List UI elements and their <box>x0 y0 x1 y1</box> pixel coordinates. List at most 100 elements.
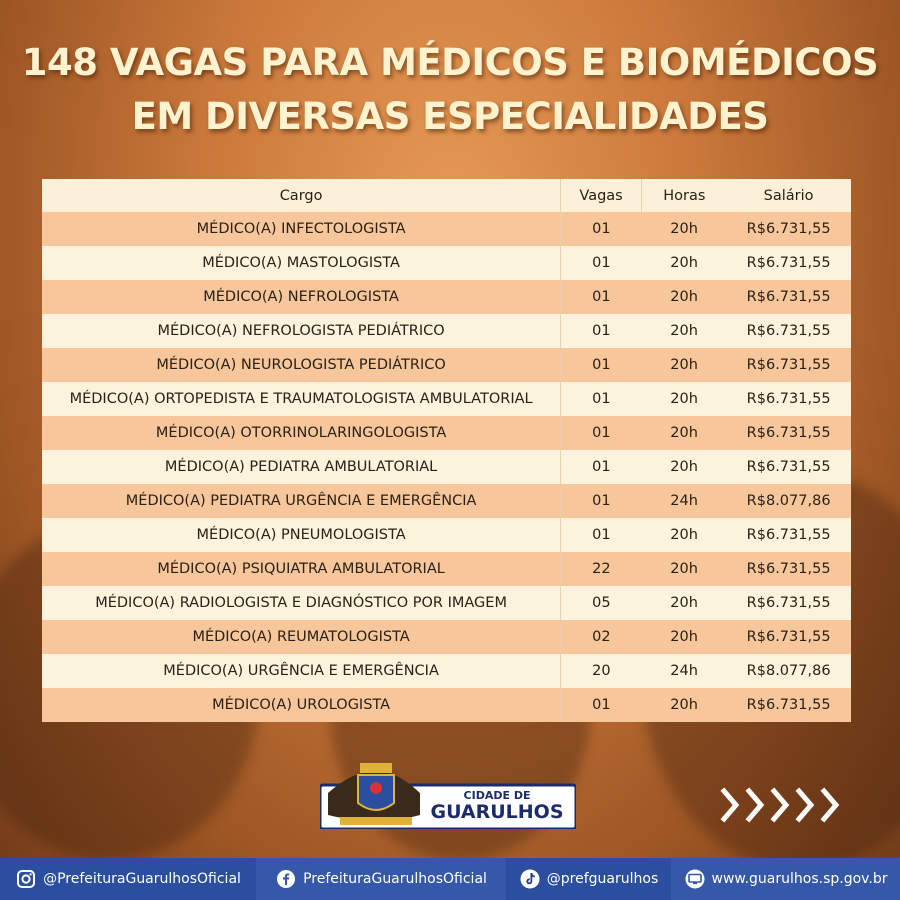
table-row: MÉDICO(A) PEDIATRA AMBULATORIAL 01 20h R$6.… <box>42 450 851 484</box>
cell-cargo: MÉDICO(A) PEDIATRA AMBULATORIAL <box>42 450 562 484</box>
guarulhos-logo: CIDADE DE GUARULHOS <box>318 755 578 831</box>
cell-cargo: MÉDICO(A) MASTOLOGISTA <box>42 246 562 280</box>
table-row: MÉDICO(A) URGÊNCIA E EMERGÊNCIA 20 24h R$8.… <box>42 654 851 688</box>
table-row: MÉDICO(A) PSIQUIATRA AMBULATORIAL 22 20h R$… <box>42 552 851 586</box>
social-footer: @PrefeituraGuarulhosOficial PrefeituraGu… <box>0 858 900 900</box>
table-row: MÉDICO(A) REUMATOLOGISTA 02 20h R$6.731,55 <box>42 620 851 654</box>
cell-cargo: MÉDICO(A) OTORRINOLARINGOLOGISTA <box>42 416 562 450</box>
cell-horas: 20h <box>641 314 727 348</box>
cell-cargo: MÉDICO(A) ORTOPEDISTA E TRAUMATOLOGISTA … <box>42 382 562 416</box>
cell-cargo: MÉDICO(A) PEDIATRA URGÊNCIA E EMERGÊNCIA <box>42 484 562 518</box>
cell-horas: 20h <box>641 382 727 416</box>
table-row: MÉDICO(A) INFECTOLOGISTA 01 20h R$6.731,55 <box>42 212 851 246</box>
header-salario: Salário <box>726 179 851 212</box>
header-horas: Horas <box>641 179 727 212</box>
website-url: www.guarulhos.sp.gov.br <box>711 871 888 887</box>
table-row: MÉDICO(A) PEDIATRA URGÊNCIA E EMERGÊNCIA… <box>42 484 851 518</box>
cell-vagas: 01 <box>560 518 642 552</box>
cell-vagas: 01 <box>560 246 642 280</box>
cell-vagas: 01 <box>560 484 642 518</box>
cell-salario: R$6.731,55 <box>726 246 851 280</box>
cell-horas: 24h <box>641 654 727 688</box>
cell-vagas: 01 <box>560 382 642 416</box>
cell-cargo: MÉDICO(A) PSIQUIATRA AMBULATORIAL <box>42 552 562 586</box>
cell-vagas: 22 <box>560 552 642 586</box>
cell-salario: R$6.731,55 <box>726 552 851 586</box>
cell-salario: R$6.731,55 <box>726 688 851 722</box>
footer-instagram[interactable]: @PrefeituraGuarulhosOficial <box>0 858 256 900</box>
cell-salario: R$6.731,55 <box>726 586 851 620</box>
table-row: MÉDICO(A) NEFROLOGISTA PEDIÁTRICO 01 20h R$… <box>42 314 851 348</box>
cell-vagas: 02 <box>560 620 642 654</box>
table-row: MÉDICO(A) RADIOLOGISTA E DIAGNÓSTICO POR… <box>42 586 851 620</box>
footer-tiktok[interactable]: @prefguarulhos <box>506 858 671 900</box>
cell-vagas: 05 <box>560 586 642 620</box>
cell-vagas: 20 <box>560 654 642 688</box>
cell-cargo: MÉDICO(A) NEFROLOGISTA PEDIÁTRICO <box>42 314 562 348</box>
title-line-1: 148 VAGAS PARA MÉDICOS E BIOMÉDICOS <box>21 41 879 84</box>
tiktok-icon <box>519 868 541 890</box>
cell-horas: 20h <box>641 552 727 586</box>
cell-cargo: MÉDICO(A) INFECTOLOGISTA <box>42 212 562 246</box>
table-row: MÉDICO(A) NEFROLOGISTA 01 20h R$6.731,55 <box>42 280 851 314</box>
cell-horas: 20h <box>641 416 727 450</box>
vacancies-table: Cargo Vagas Horas Salário MÉDICO(A) INFE… <box>42 179 851 722</box>
cell-salario: R$6.731,55 <box>726 620 851 654</box>
cell-vagas: 01 <box>560 280 642 314</box>
monitor-icon <box>684 868 706 890</box>
cell-horas: 20h <box>641 280 727 314</box>
tiktok-handle: @prefguarulhos <box>546 871 659 887</box>
table-row: MÉDICO(A) UROLOGISTA 01 20h R$6.731,55 <box>42 688 851 722</box>
cell-salario: R$6.731,55 <box>726 382 851 416</box>
header-vagas: Vagas <box>560 179 642 212</box>
cell-salario: R$6.731,55 <box>726 416 851 450</box>
cell-cargo: MÉDICO(A) RADIOLOGISTA E DIAGNÓSTICO POR… <box>42 586 562 620</box>
cell-horas: 20h <box>641 518 727 552</box>
cell-vagas: 01 <box>560 212 642 246</box>
cell-horas: 24h <box>641 484 727 518</box>
cell-horas: 20h <box>641 688 727 722</box>
table-row: MÉDICO(A) NEUROLOGISTA PEDIÁTRICO 01 20h R$… <box>42 348 851 382</box>
cell-cargo: MÉDICO(A) UROLOGISTA <box>42 688 562 722</box>
cell-salario: R$6.731,55 <box>726 348 851 382</box>
facebook-icon <box>275 868 297 890</box>
table-header-row: Cargo Vagas Horas Salário <box>42 179 851 212</box>
footer-website[interactable]: www.guarulhos.sp.gov.br <box>671 858 900 900</box>
cell-horas: 20h <box>641 450 727 484</box>
table-row: MÉDICO(A) MASTOLOGISTA 01 20h R$6.731,55 <box>42 246 851 280</box>
cell-cargo: MÉDICO(A) URGÊNCIA E EMERGÊNCIA <box>42 654 562 688</box>
cell-salario: R$6.731,55 <box>726 314 851 348</box>
chevrons-right-icon <box>720 787 840 823</box>
title-line-2: EM DIVERSAS ESPECIALIDADES <box>131 95 769 138</box>
cell-salario: R$8.077,86 <box>726 484 851 518</box>
footer-facebook[interactable]: PrefeituraGuarulhosOficial <box>256 858 506 900</box>
cell-cargo: MÉDICO(A) REUMATOLOGISTA <box>42 620 562 654</box>
cell-horas: 20h <box>641 620 727 654</box>
instagram-handle: @PrefeituraGuarulhosOficial <box>43 871 241 887</box>
logo-main-text: GUARULHOS <box>430 801 564 823</box>
table-body: MÉDICO(A) INFECTOLOGISTA 01 20h R$6.731,55 M… <box>42 212 851 722</box>
header-cargo: Cargo <box>42 179 562 212</box>
cell-vagas: 01 <box>560 450 642 484</box>
table-row: MÉDICO(A) ORTOPEDISTA E TRAUMATOLOGISTA … <box>42 382 851 416</box>
cell-horas: 20h <box>641 212 727 246</box>
cell-vagas: 01 <box>560 348 642 382</box>
page-title: 148 VAGAS PARA MÉDICOS E BIOMÉDICOS EM D… <box>0 36 900 144</box>
cell-salario: R$6.731,55 <box>726 280 851 314</box>
cell-salario: R$6.731,55 <box>726 212 851 246</box>
cell-horas: 20h <box>641 246 727 280</box>
cell-horas: 20h <box>641 348 727 382</box>
cell-cargo: MÉDICO(A) NEFROLOGISTA <box>42 280 562 314</box>
cell-salario: R$6.731,55 <box>726 450 851 484</box>
logo-top-text: CIDADE DE <box>463 789 531 802</box>
facebook-handle: PrefeituraGuarulhosOficial <box>303 871 487 887</box>
table-row: MÉDICO(A) OTORRINOLARINGOLOGISTA 01 20h R$6… <box>42 416 851 450</box>
cell-vagas: 01 <box>560 314 642 348</box>
cell-horas: 20h <box>641 586 727 620</box>
cell-cargo: MÉDICO(A) NEUROLOGISTA PEDIÁTRICO <box>42 348 562 382</box>
cell-vagas: 01 <box>560 688 642 722</box>
cell-salario: R$6.731,55 <box>726 518 851 552</box>
cell-vagas: 01 <box>560 416 642 450</box>
cell-salario: R$8.077,86 <box>726 654 851 688</box>
